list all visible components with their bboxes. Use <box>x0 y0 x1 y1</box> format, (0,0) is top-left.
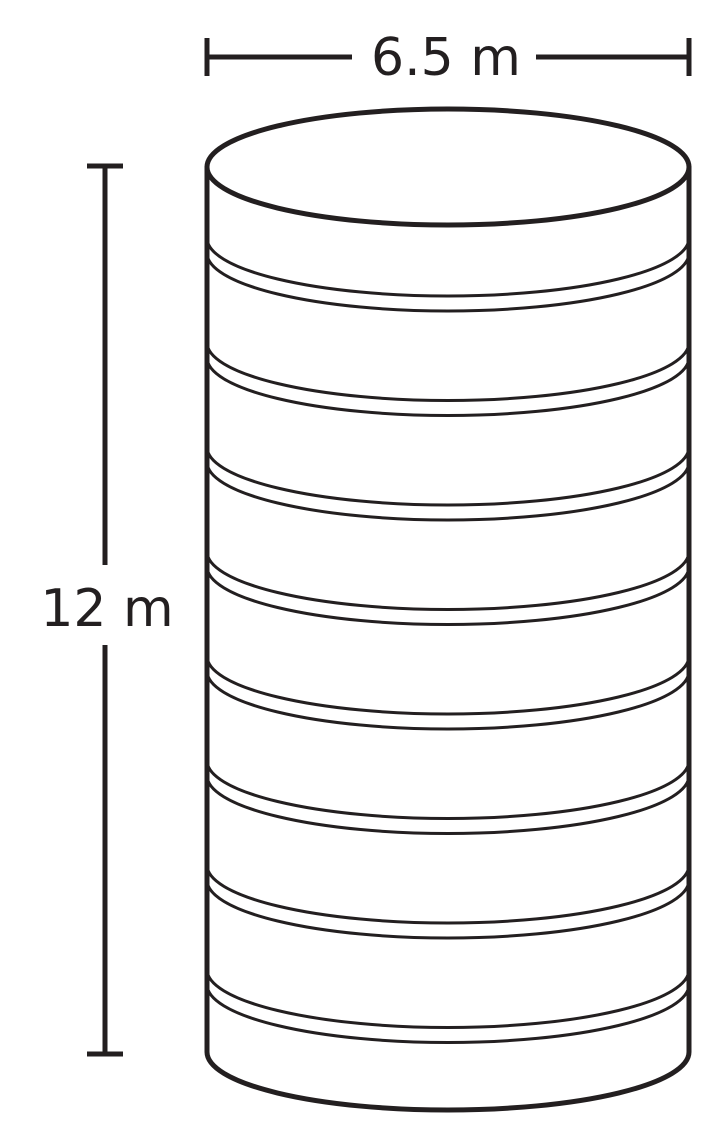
cylinder-top <box>204 106 692 228</box>
band-upper-line <box>205 863 691 925</box>
diameter-dimension <box>204 38 692 76</box>
band-lower-line <box>205 356 691 417</box>
band-lower-line <box>205 774 691 835</box>
band-upper-line <box>205 445 691 507</box>
band-lower-line <box>205 565 691 626</box>
band-upper-line <box>205 654 691 716</box>
band-upper-line <box>205 968 691 1029</box>
height-dimension <box>87 163 123 1057</box>
band-lower-line <box>205 460 691 522</box>
cylinder-bands <box>205 236 691 1044</box>
cylinder <box>204 106 692 1113</box>
band-lower-line <box>205 251 691 313</box>
band-upper-line <box>205 236 691 298</box>
band-lower-line <box>205 983 691 1044</box>
band-upper-line <box>205 759 691 820</box>
cylinder-body <box>204 164 692 1113</box>
band-upper-line <box>205 550 691 611</box>
height-label: 12 m <box>40 579 173 639</box>
band-lower-line <box>205 669 691 731</box>
diameter-label: 6.5 m <box>371 28 521 88</box>
band-upper-line <box>205 341 691 402</box>
band-lower-line <box>205 878 691 940</box>
